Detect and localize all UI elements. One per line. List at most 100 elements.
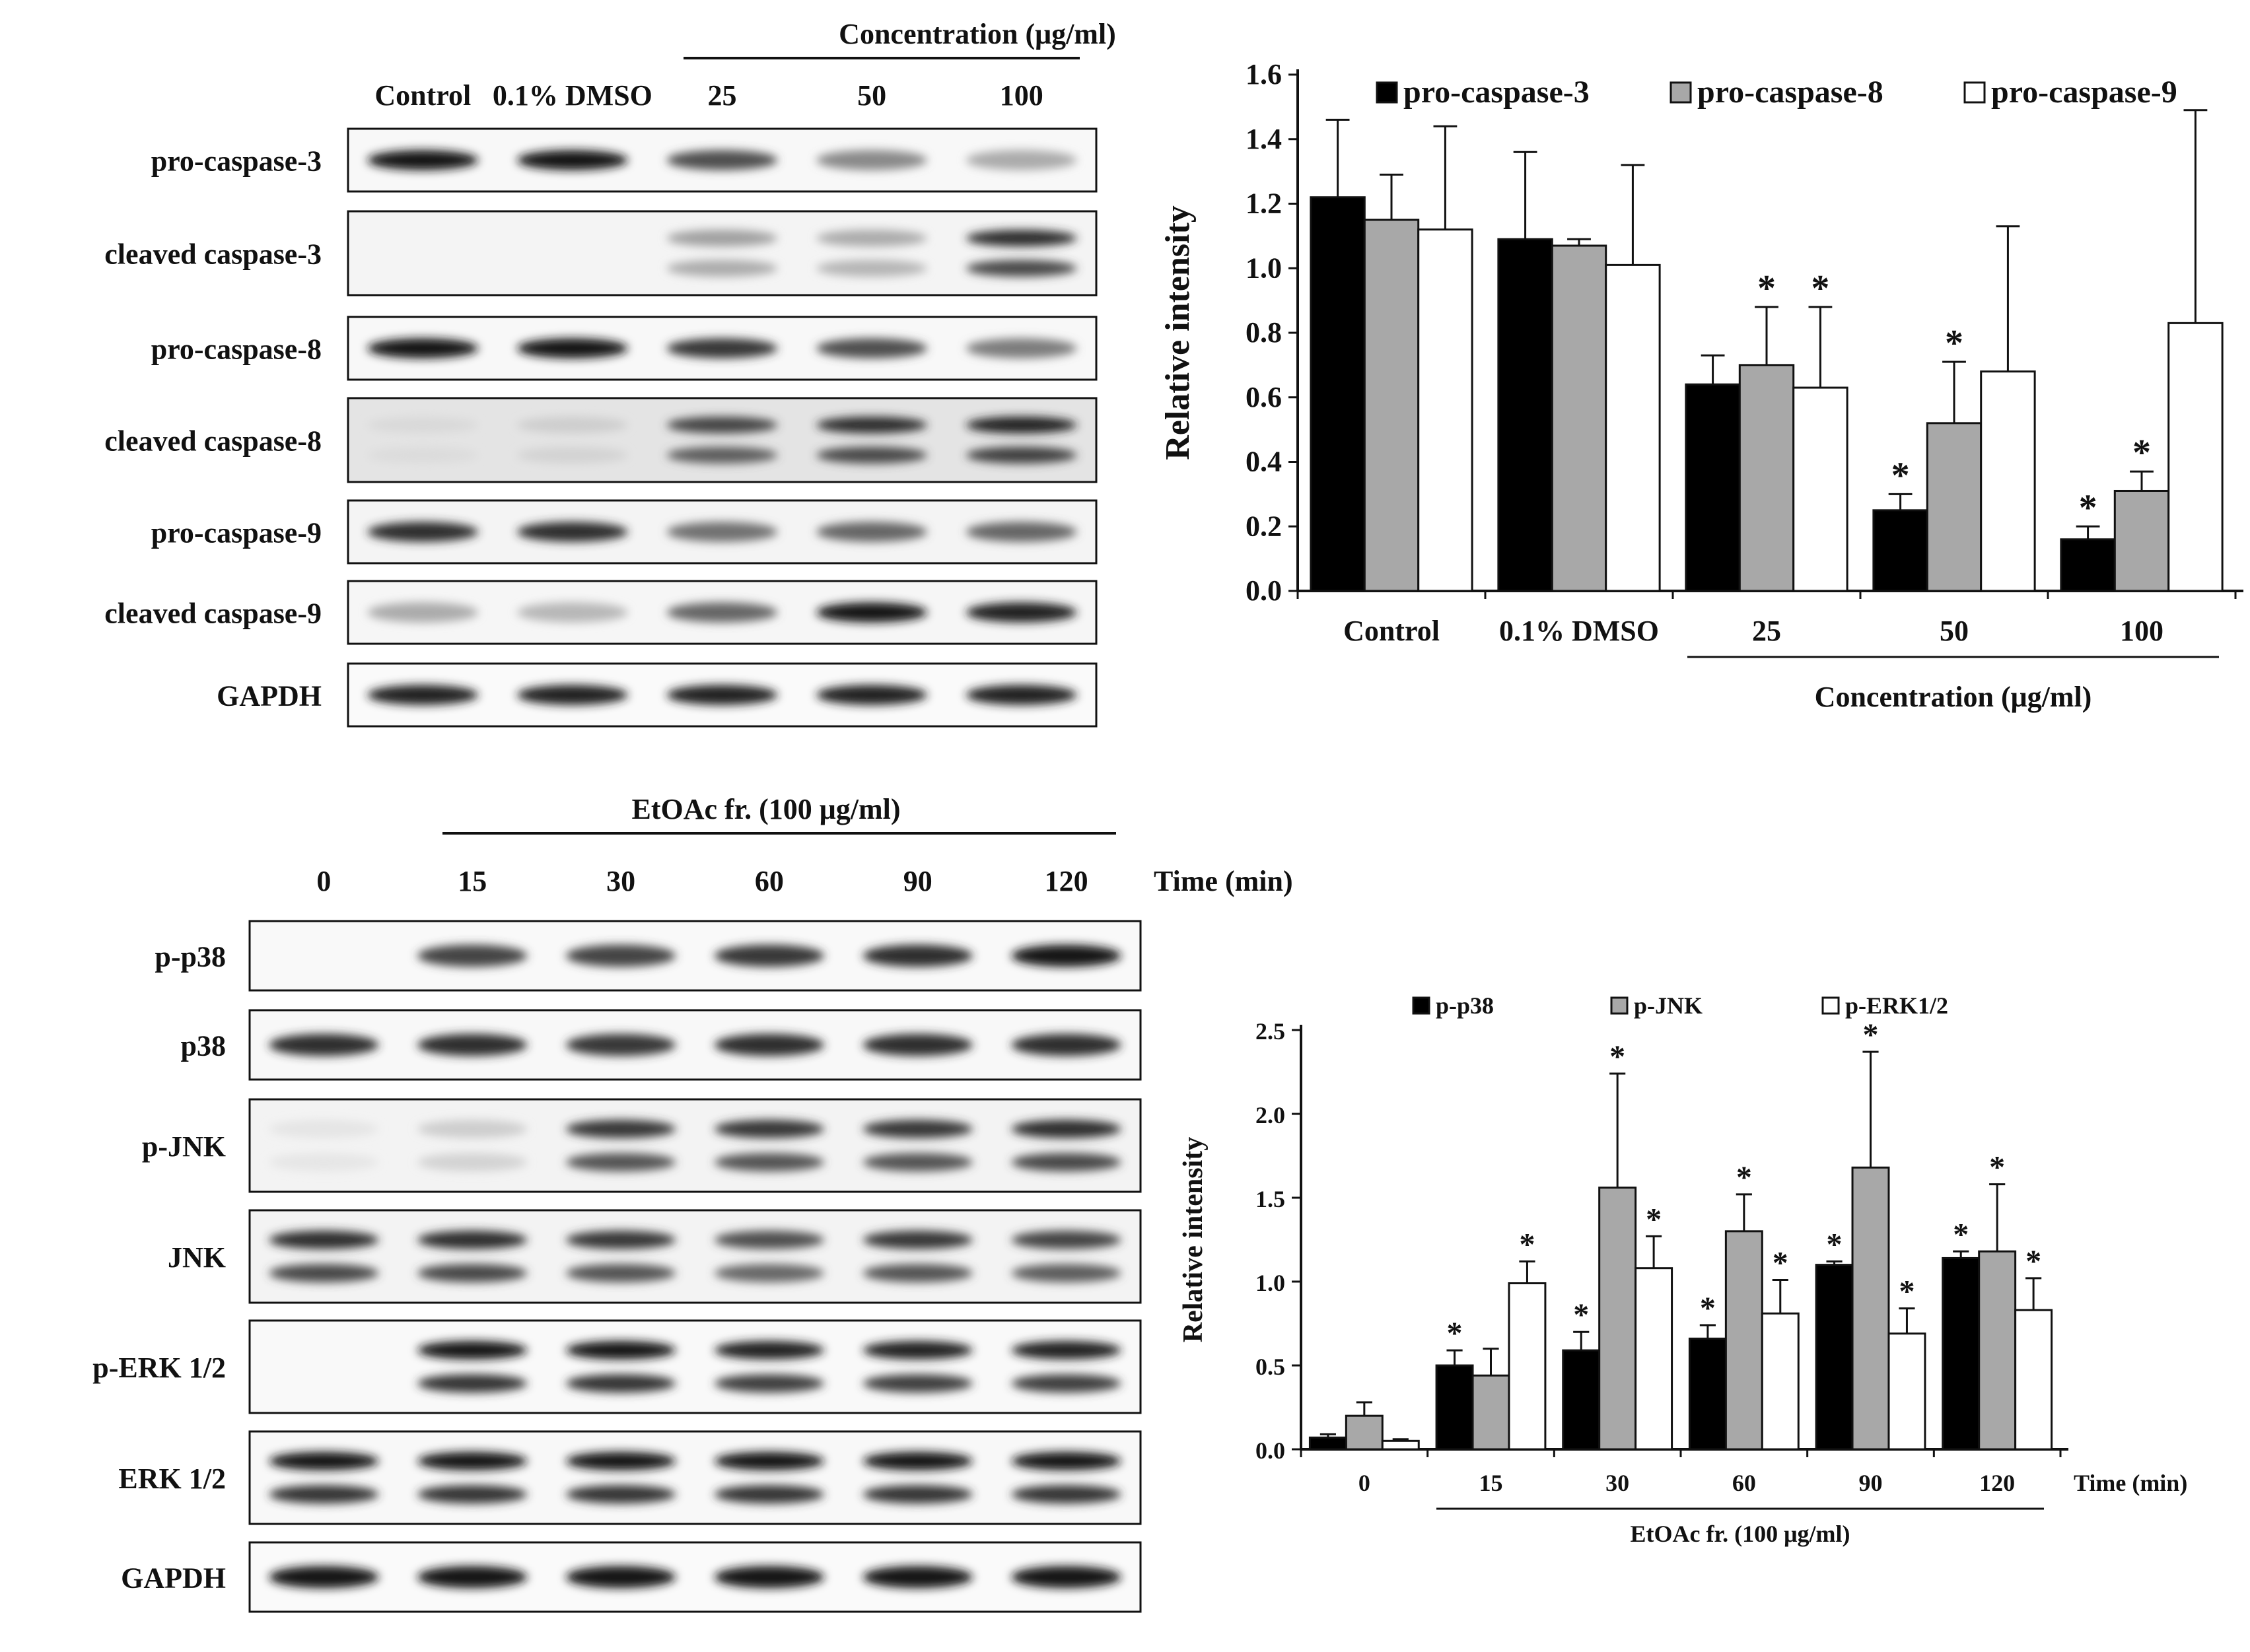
- bar: [1978, 1250, 2017, 1451]
- blot-band: [666, 602, 778, 623]
- bar: [1605, 263, 1661, 592]
- y-tick-label: 1.6: [1246, 58, 1282, 90]
- blot-band: [714, 1153, 825, 1172]
- blot-row-label: pro-caspase-8: [151, 333, 322, 366]
- y-tick-label: 0.2: [1246, 510, 1282, 542]
- bar: [1435, 1364, 1474, 1451]
- bar: [1761, 1312, 1800, 1451]
- y-tick-label: 2.0: [1255, 1102, 1285, 1128]
- blot-band: [417, 1264, 528, 1283]
- blot-band: [714, 1566, 825, 1589]
- significance-star: *: [1863, 1017, 1879, 1052]
- blot-band: [269, 1230, 379, 1249]
- bar: [1471, 1374, 1510, 1451]
- x-category-label: 60: [1732, 1470, 1756, 1496]
- bar: [1562, 1349, 1601, 1451]
- blot-lane-label: 60: [755, 865, 784, 897]
- blot-band: [269, 1119, 379, 1138]
- bar: [1815, 1264, 1854, 1451]
- blot-row-label: pro-caspase-3: [151, 145, 322, 178]
- bar: [1308, 1436, 1347, 1451]
- x-group-label: EtOAc fr. (100 μg/ml): [1630, 1521, 1850, 1547]
- blot-band: [1011, 944, 1121, 967]
- blot-band: [862, 1033, 973, 1056]
- blot-band: [565, 1374, 676, 1393]
- y-tick-label: 1.2: [1246, 188, 1282, 220]
- blot-band: [966, 338, 1077, 359]
- blot-band: [517, 416, 628, 434]
- blot-band: [417, 1374, 528, 1393]
- bar: [1310, 196, 1366, 592]
- significance-star: *: [1646, 1202, 1662, 1237]
- bar: [1363, 219, 1420, 592]
- blot-band: [417, 1451, 528, 1470]
- blot-row-label: ERK 1/2: [118, 1463, 226, 1495]
- significance-star: *: [2079, 487, 2097, 528]
- bar: [1872, 509, 1928, 592]
- blot-band: [565, 1451, 676, 1470]
- blot-band: [966, 259, 1077, 277]
- blot-band: [816, 446, 927, 464]
- legend-swatch: [1610, 996, 1629, 1015]
- bar: [1345, 1414, 1384, 1451]
- blot-band: [714, 1485, 825, 1504]
- blot-band: [666, 259, 778, 277]
- blot-band: [367, 446, 479, 464]
- blot-band: [966, 602, 1077, 623]
- blot-band: [816, 416, 927, 434]
- x-axis-label: Time (min): [2074, 1470, 2187, 1496]
- blot-band: [862, 1264, 973, 1283]
- blot-band: [1011, 1153, 1121, 1172]
- blot-row-label: GAPDH: [121, 1562, 226, 1595]
- significance-star: *: [1447, 1316, 1463, 1351]
- blot-band: [666, 446, 778, 464]
- western-blot-mapk: EtOAc fr. (100 μg/ml) 0 15 30 60 90 120 Time (m…: [92, 793, 1293, 1613]
- blot-band: [367, 338, 479, 359]
- blot-band: [1011, 1230, 1121, 1249]
- blot-band: [517, 522, 628, 542]
- blot-lane-label: 100: [1000, 79, 1043, 112]
- blot-band: [862, 1230, 973, 1249]
- blot-band: [1011, 1485, 1121, 1504]
- blot-band: [714, 1264, 825, 1283]
- blot-band: [816, 259, 927, 277]
- blot-band: [666, 338, 778, 359]
- blot-band: [966, 446, 1077, 464]
- significance-star: *: [1736, 1160, 1752, 1195]
- x-category-label: Control: [1343, 615, 1440, 647]
- blot-lane-label: 0.1% DMSO: [493, 79, 652, 112]
- blot-band: [666, 150, 778, 170]
- x-category-label: 25: [1752, 615, 1781, 647]
- blot-row-label: cleaved caspase-8: [104, 425, 322, 458]
- y-tick-label: 1.5: [1255, 1186, 1285, 1212]
- blot-group-header: Concentration (μg/ml): [839, 18, 1116, 50]
- blot-band: [862, 1340, 973, 1359]
- blot-band: [1011, 1119, 1121, 1138]
- blot-band: [666, 522, 778, 542]
- blot-membrane: [248, 1319, 1142, 1414]
- legend-label: pro-caspase-3: [1403, 75, 1590, 110]
- bar: [1792, 386, 1848, 592]
- blot-band: [862, 1566, 973, 1589]
- blot-row-label: p-ERK 1/2: [92, 1352, 226, 1384]
- blot-membrane: [248, 1209, 1142, 1304]
- blot-band: [565, 1485, 676, 1504]
- blot-band: [517, 602, 628, 623]
- legend-label: p-JNK: [1634, 992, 1703, 1019]
- blot-band: [966, 150, 1077, 170]
- blot-band: [517, 338, 628, 359]
- blot-lane-label: 50: [857, 79, 886, 112]
- significance-star: *: [1757, 268, 1776, 309]
- blot-band: [816, 685, 927, 705]
- blot-band: [1011, 1264, 1121, 1283]
- blot-band: [565, 1264, 676, 1283]
- bar: [1508, 1282, 1547, 1451]
- blot-band: [966, 522, 1077, 542]
- blot-band: [666, 229, 778, 247]
- blot-band: [417, 1340, 528, 1359]
- blot-band: [417, 1033, 528, 1056]
- x-group-label: Concentration (μg/ml): [1815, 681, 2092, 713]
- y-axis-label: Relative intensity: [1178, 1137, 1209, 1342]
- significance-star: *: [1811, 268, 1829, 309]
- blot-band: [714, 1374, 825, 1393]
